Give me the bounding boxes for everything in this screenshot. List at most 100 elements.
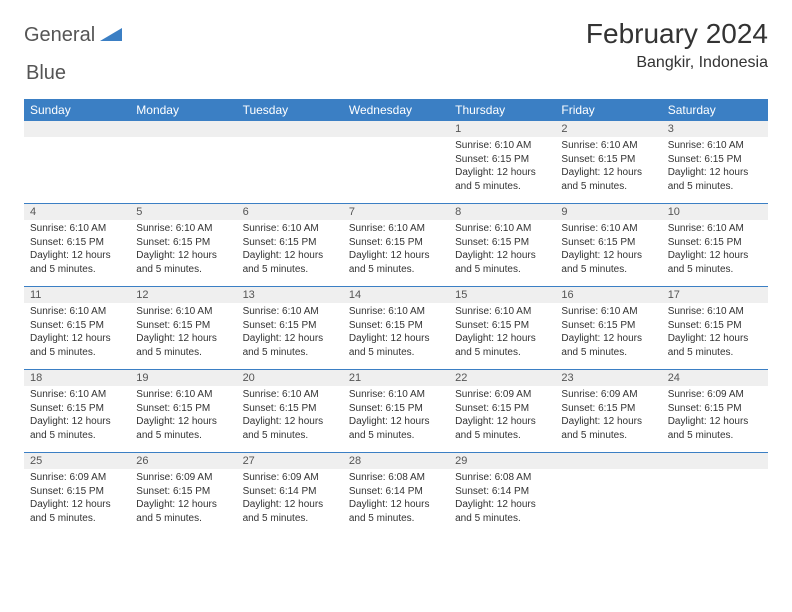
sunrise-line: Sunrise: 6:08 AM — [349, 471, 443, 485]
sunset-line: Sunset: 6:15 PM — [136, 402, 230, 416]
day-number: 18 — [24, 370, 130, 387]
sunrise-line: Sunrise: 6:09 AM — [561, 388, 655, 402]
sunset-line: Sunset: 6:14 PM — [455, 485, 549, 499]
sunset-line: Sunset: 6:15 PM — [561, 319, 655, 333]
day-number: 4 — [24, 204, 130, 221]
dow-sun: Sunday — [24, 99, 130, 121]
day-number: 5 — [130, 204, 236, 221]
location: Bangkir, Indonesia — [586, 54, 768, 72]
day-cell: Sunrise: 6:08 AMSunset: 6:14 PMDaylight:… — [343, 469, 449, 535]
day-cell: Sunrise: 6:09 AMSunset: 6:15 PMDaylight:… — [555, 386, 661, 453]
calendar-table: Sunday Monday Tuesday Wednesday Thursday… — [24, 99, 768, 535]
daylight-line: Daylight: 12 hours and 5 minutes. — [455, 498, 549, 525]
daylight-line: Daylight: 12 hours and 5 minutes. — [561, 249, 655, 276]
daylight-line: Daylight: 12 hours and 5 minutes. — [349, 332, 443, 359]
day-number: 10 — [662, 204, 768, 221]
title-block: February 2024 Bangkir, Indonesia — [586, 18, 768, 72]
day-number — [555, 453, 661, 470]
day-number: 9 — [555, 204, 661, 221]
day-cell — [343, 137, 449, 204]
daylight-line: Daylight: 12 hours and 5 minutes. — [455, 166, 549, 193]
day-cell — [555, 469, 661, 535]
day-cell: Sunrise: 6:10 AMSunset: 6:15 PMDaylight:… — [343, 303, 449, 370]
daylight-line: Daylight: 12 hours and 5 minutes. — [455, 332, 549, 359]
day-number: 21 — [343, 370, 449, 387]
day-number — [662, 453, 768, 470]
sunset-line: Sunset: 6:15 PM — [30, 319, 124, 333]
day-cell: Sunrise: 6:10 AMSunset: 6:15 PMDaylight:… — [555, 137, 661, 204]
day-number: 1 — [449, 121, 555, 137]
detail-row: Sunrise: 6:10 AMSunset: 6:15 PMDaylight:… — [24, 386, 768, 453]
day-cell — [130, 137, 236, 204]
daylight-line: Daylight: 12 hours and 5 minutes. — [30, 415, 124, 442]
day-number: 16 — [555, 287, 661, 304]
day-cell: Sunrise: 6:10 AMSunset: 6:15 PMDaylight:… — [237, 220, 343, 287]
dow-tue: Tuesday — [237, 99, 343, 121]
sunset-line: Sunset: 6:15 PM — [668, 153, 762, 167]
sunset-line: Sunset: 6:15 PM — [30, 485, 124, 499]
sunrise-line: Sunrise: 6:10 AM — [349, 222, 443, 236]
day-cell: Sunrise: 6:10 AMSunset: 6:15 PMDaylight:… — [555, 303, 661, 370]
day-cell: Sunrise: 6:09 AMSunset: 6:15 PMDaylight:… — [449, 386, 555, 453]
sunset-line: Sunset: 6:15 PM — [243, 319, 337, 333]
sunrise-line: Sunrise: 6:10 AM — [30, 222, 124, 236]
sunrise-line: Sunrise: 6:10 AM — [668, 305, 762, 319]
day-cell: Sunrise: 6:10 AMSunset: 6:15 PMDaylight:… — [24, 303, 130, 370]
detail-row: Sunrise: 6:10 AMSunset: 6:15 PMDaylight:… — [24, 220, 768, 287]
day-cell: Sunrise: 6:10 AMSunset: 6:15 PMDaylight:… — [237, 386, 343, 453]
sunset-line: Sunset: 6:15 PM — [455, 236, 549, 250]
day-number: 26 — [130, 453, 236, 470]
sunrise-line: Sunrise: 6:10 AM — [30, 305, 124, 319]
day-number — [24, 121, 130, 137]
sunset-line: Sunset: 6:15 PM — [136, 485, 230, 499]
daylight-line: Daylight: 12 hours and 5 minutes. — [136, 332, 230, 359]
day-cell: Sunrise: 6:09 AMSunset: 6:14 PMDaylight:… — [237, 469, 343, 535]
dow-row: Sunday Monday Tuesday Wednesday Thursday… — [24, 99, 768, 121]
sunset-line: Sunset: 6:15 PM — [30, 402, 124, 416]
sunset-line: Sunset: 6:15 PM — [561, 236, 655, 250]
day-cell — [662, 469, 768, 535]
sunset-line: Sunset: 6:15 PM — [349, 402, 443, 416]
daylight-line: Daylight: 12 hours and 5 minutes. — [668, 249, 762, 276]
day-cell: Sunrise: 6:10 AMSunset: 6:15 PMDaylight:… — [343, 386, 449, 453]
sunset-line: Sunset: 6:15 PM — [561, 153, 655, 167]
sunset-line: Sunset: 6:14 PM — [243, 485, 337, 499]
daynum-row: 18192021222324 — [24, 370, 768, 387]
day-cell: Sunrise: 6:10 AMSunset: 6:15 PMDaylight:… — [130, 303, 236, 370]
day-cell: Sunrise: 6:10 AMSunset: 6:15 PMDaylight:… — [343, 220, 449, 287]
day-number: 17 — [662, 287, 768, 304]
day-number: 15 — [449, 287, 555, 304]
day-cell: Sunrise: 6:10 AMSunset: 6:15 PMDaylight:… — [130, 220, 236, 287]
sunset-line: Sunset: 6:15 PM — [561, 402, 655, 416]
daylight-line: Daylight: 12 hours and 5 minutes. — [30, 332, 124, 359]
daylight-line: Daylight: 12 hours and 5 minutes. — [136, 415, 230, 442]
daylight-line: Daylight: 12 hours and 5 minutes. — [243, 415, 337, 442]
day-cell: Sunrise: 6:10 AMSunset: 6:15 PMDaylight:… — [24, 386, 130, 453]
day-number — [343, 121, 449, 137]
sunset-line: Sunset: 6:15 PM — [668, 402, 762, 416]
day-cell: Sunrise: 6:10 AMSunset: 6:15 PMDaylight:… — [130, 386, 236, 453]
daylight-line: Daylight: 12 hours and 5 minutes. — [349, 415, 443, 442]
detail-row: Sunrise: 6:10 AMSunset: 6:15 PMDaylight:… — [24, 137, 768, 204]
sunset-line: Sunset: 6:15 PM — [30, 236, 124, 250]
sunset-line: Sunset: 6:15 PM — [136, 236, 230, 250]
dow-wed: Wednesday — [343, 99, 449, 121]
day-cell — [24, 137, 130, 204]
sunrise-line: Sunrise: 6:10 AM — [243, 222, 337, 236]
sunrise-line: Sunrise: 6:10 AM — [455, 222, 549, 236]
daylight-line: Daylight: 12 hours and 5 minutes. — [30, 498, 124, 525]
daylight-line: Daylight: 12 hours and 5 minutes. — [243, 498, 337, 525]
daylight-line: Daylight: 12 hours and 5 minutes. — [668, 415, 762, 442]
daylight-line: Daylight: 12 hours and 5 minutes. — [349, 498, 443, 525]
sunrise-line: Sunrise: 6:10 AM — [561, 222, 655, 236]
day-cell: Sunrise: 6:10 AMSunset: 6:15 PMDaylight:… — [662, 220, 768, 287]
day-number: 12 — [130, 287, 236, 304]
daylight-line: Daylight: 12 hours and 5 minutes. — [668, 166, 762, 193]
daylight-line: Daylight: 12 hours and 5 minutes. — [455, 249, 549, 276]
sunset-line: Sunset: 6:15 PM — [349, 236, 443, 250]
daylight-line: Daylight: 12 hours and 5 minutes. — [668, 332, 762, 359]
day-number: 24 — [662, 370, 768, 387]
day-number — [237, 121, 343, 137]
sunrise-line: Sunrise: 6:09 AM — [668, 388, 762, 402]
dow-sat: Saturday — [662, 99, 768, 121]
